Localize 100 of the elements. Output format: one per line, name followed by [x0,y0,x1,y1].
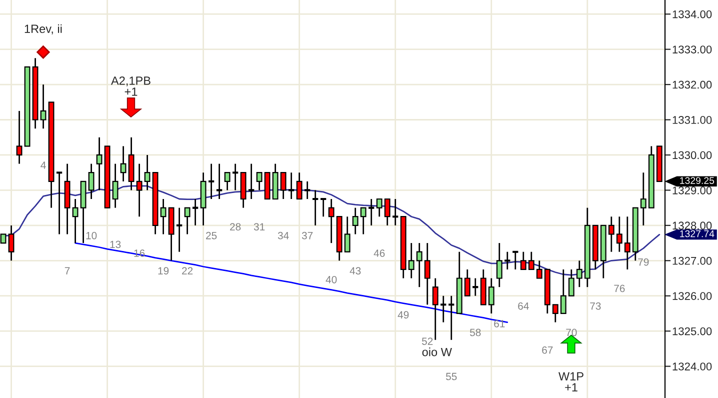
candlestick [432,278,438,341]
x-tick-label: 55 [446,372,457,380]
candlestick [528,251,534,270]
candlestick [472,278,478,297]
y-tick-label: 1334.00 [672,10,712,18]
candlestick [448,295,454,341]
candlestick [328,198,334,244]
x-tick-label: 67 [542,346,553,354]
candlestick [440,295,446,323]
x-tick-label: 19 [158,267,169,275]
candlestick [464,268,470,297]
candlestick [368,198,374,226]
x-tick-label: 64 [518,302,529,310]
candlestick [504,251,510,270]
candlestick [408,242,414,279]
y-tick-label: 1329.00 [672,186,712,194]
candlestick [224,172,230,191]
candlestick [384,198,390,226]
candlestick [296,172,302,200]
x-tick-label: 46 [374,250,385,257]
candlestick [568,268,574,297]
candlestick [616,216,622,253]
candlestick [624,216,630,270]
x-tick-label: 79 [638,258,649,266]
annotation: oio W [422,348,452,356]
x-tick-label: 61 [494,320,505,328]
candlestick [576,260,582,288]
candlestick [376,198,382,218]
y-tick-label: 1331.00 [672,116,712,124]
y-tick-label: 1330.00 [672,151,712,160]
x-tick-label: 37 [302,232,313,240]
annotation: A2,1PB +1 [111,76,150,96]
candlestick [320,198,326,218]
candlestick [144,154,150,191]
x-tick-label: 4 [40,162,46,169]
annotation: W1P +1 [558,372,584,392]
candlestick [88,163,94,200]
x-tick-label: 52 [422,338,433,345]
candlestick [608,216,614,253]
candlestick [416,242,422,288]
candlestick [16,110,22,164]
candlestick [304,180,310,200]
candlestick [288,172,294,200]
x-tick-label: 73 [590,302,601,310]
x-tick-label: 40 [326,276,337,284]
candlestick [72,198,78,244]
x-tick-label: 31 [254,223,265,230]
candlestick [8,224,14,262]
candlestick [536,260,542,279]
candlestick [232,163,238,191]
x-tick-label: 10 [86,232,97,240]
y-tick-label: 1332.00 [672,80,712,89]
candlestick [112,163,118,208]
candlestick [392,198,398,226]
y-tick-label: 1327.00 [672,256,712,265]
annotation: 1Rev, ii [24,24,62,34]
text: 1329.25 [680,177,714,184]
candlestick [360,207,366,235]
candlestick [248,163,254,200]
candlestick [312,190,318,226]
x-tick-label: 43 [350,267,361,275]
x-tick-label: 28 [230,223,241,230]
x-tick-label: 70 [566,328,577,336]
candlestick [40,84,46,130]
candlestick [208,163,214,200]
candlestick [520,251,526,270]
candlestick [216,163,222,200]
x-tick-label: 13 [110,240,121,248]
y-tick-label: 1326.00 [672,292,712,300]
candlestick [424,242,430,306]
x-tick-label: 76 [614,284,625,292]
x-tick-label: 58 [470,328,481,336]
candlestick [280,172,286,200]
candlestick [496,242,502,288]
candlestick [256,172,262,191]
x-tick-label: 25 [206,232,217,240]
candlestick [552,304,558,323]
candlestick [488,278,494,314]
candlestick [512,250,518,270]
candlestick [120,145,126,182]
candlestick [184,207,190,235]
candlestick [192,198,198,226]
y-tick-label: 1324.00 [672,362,712,370]
y-tick-label: 1328.00 [672,222,712,230]
candlestick [96,136,102,191]
candlestick [560,268,566,314]
candlestick [344,216,350,253]
x-tick-label: 49 [398,311,409,319]
x-tick-label: 34 [278,232,289,240]
text: 1327.74 [680,230,714,238]
candlestick [160,198,166,235]
x-tick-label: 22 [182,267,193,274]
candlestick [640,172,646,226]
y-tick-label: 1325.00 [672,327,712,336]
candlestick [56,172,62,235]
candlestick [352,207,358,235]
candlestick [176,207,182,253]
y-tick-label: 1333.00 [672,46,712,54]
candlestick [136,163,142,218]
x-tick-label: 7 [64,267,70,274]
